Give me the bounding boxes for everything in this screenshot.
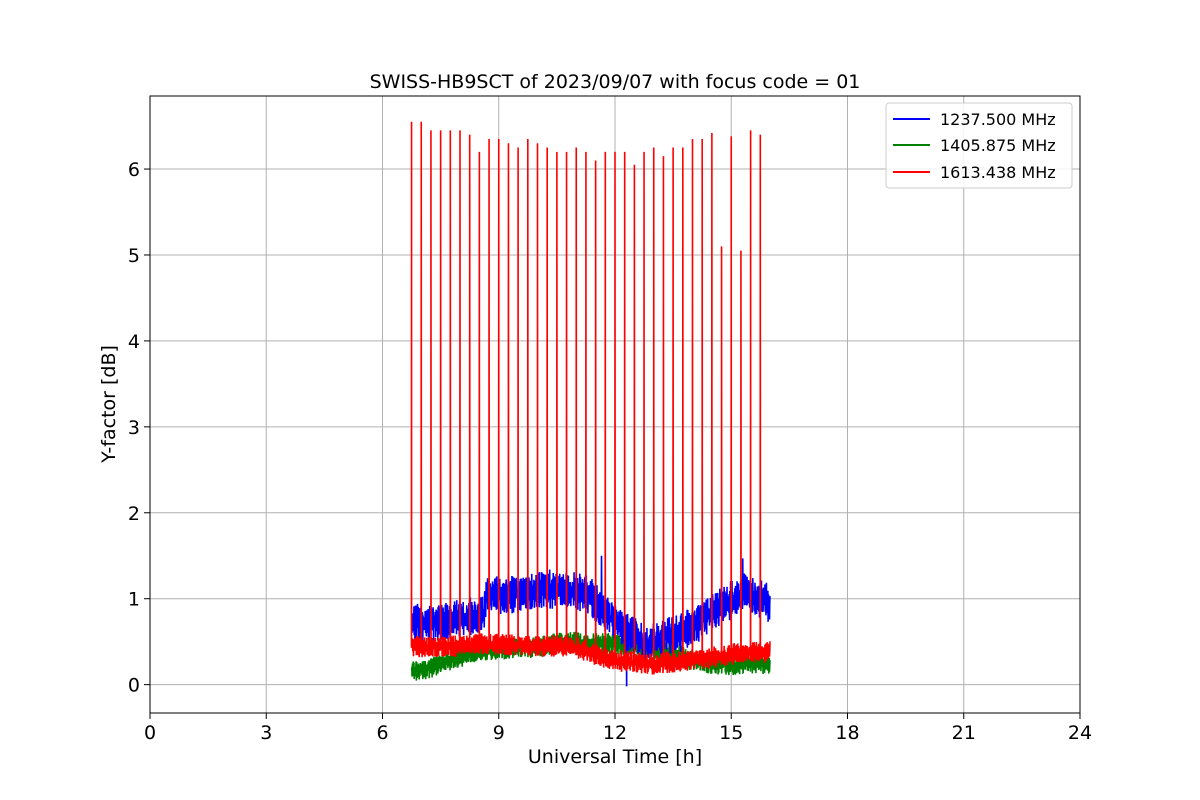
legend-label-1237: 1237.500 MHz <box>940 110 1056 129</box>
chart-title: SWISS-HB9SCT of 2023/09/07 with focus co… <box>370 71 861 93</box>
y-tick-label: 3 <box>128 417 140 439</box>
y-tick-label: 1 <box>128 589 140 611</box>
y-tick-label: 2 <box>128 503 140 525</box>
legend-box <box>885 102 1073 189</box>
y-tick-label: 4 <box>128 331 140 353</box>
y-tick-label: 0 <box>128 675 140 697</box>
x-tick-label: 21 <box>952 722 976 744</box>
x-tick-label: 0 <box>144 722 156 744</box>
legend-label-1613: 1613.438 MHz <box>940 163 1056 182</box>
x-tick-label: 3 <box>260 722 272 744</box>
series-line-1237500 <box>410 555 771 687</box>
y-tick-label: 6 <box>128 159 140 181</box>
legend: 1237.500 MHz 1405.875 MHz 1613.438 MHz <box>885 102 1073 189</box>
series-line-1613438 <box>410 121 771 675</box>
x-tick-label: 6 <box>376 722 388 744</box>
x-tick-label: 24 <box>1068 722 1092 744</box>
legend-label-1405: 1405.875 MHz <box>940 136 1056 155</box>
series-layer <box>410 121 771 687</box>
y-axis-label: Y-factor [dB] <box>98 345 120 464</box>
x-tick-label: 9 <box>493 722 505 744</box>
x-tick-label: 12 <box>603 722 627 744</box>
x-tick-label: 18 <box>835 722 859 744</box>
x-axis-label: Universal Time [h] <box>528 746 702 768</box>
y-tick-label: 5 <box>128 245 140 267</box>
x-tick-label: 15 <box>719 722 743 744</box>
